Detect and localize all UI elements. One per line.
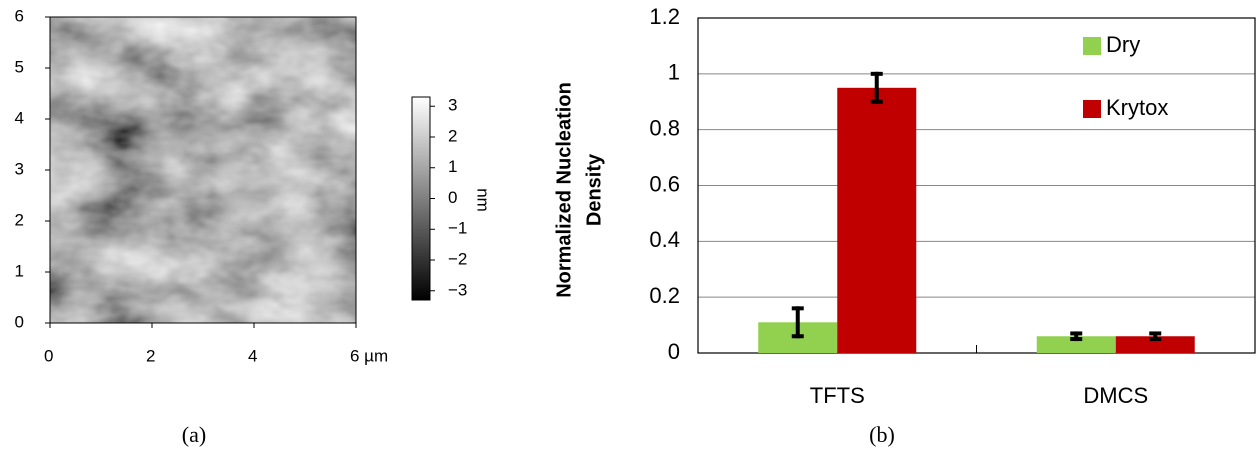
colorbar-tick-label: 0 (448, 188, 457, 207)
y-axis-label: Normalized Nucleation (553, 82, 575, 298)
colorbar-label: nm (474, 188, 493, 212)
x-tick-label: 2 (146, 346, 155, 365)
colorbar-tick-label: −3 (448, 280, 467, 299)
bar (837, 88, 916, 353)
y-tick-label: 0.8 (649, 115, 680, 140)
figure: 0 2 4 6 µm 0 1 2 3 4 5 6 3 2 1 0 −1 −2 −3 nm (a) 0 0.2 0.4 0.6 0… (0, 0, 1259, 452)
x-tick-label: 0 (44, 346, 53, 365)
caption: (b) (869, 422, 895, 447)
colorbar-tick-label: −1 (448, 219, 467, 238)
y-tick-label: 0.2 (649, 283, 680, 308)
y-tick-label: 1 (15, 261, 24, 280)
y-tick-label: 0.6 (649, 171, 680, 196)
y-tick-label: 0 (668, 339, 680, 364)
x-tick-label: 4 (248, 346, 257, 365)
y-axis-label: Density (583, 153, 605, 226)
colorbar-tick-label: 2 (448, 126, 457, 145)
x-tick-label: DMCS (1083, 383, 1148, 408)
colorbar-tick-label: 1 (448, 157, 457, 176)
y-tick-label: 1.2 (649, 4, 680, 29)
colorbar-tick-label: −2 (448, 249, 467, 268)
afm-image (50, 17, 356, 323)
y-tick-label: 0 (15, 312, 24, 331)
legend-label: Dry (1106, 32, 1140, 57)
y-tick-label: 4 (15, 108, 24, 127)
y-tick-label: 2 (15, 210, 24, 229)
y-tick-label: 6 (15, 6, 24, 25)
legend-label: Krytox (1106, 95, 1168, 120)
legend-swatch (1083, 100, 1101, 118)
y-tick-label: 5 (15, 57, 24, 76)
colorbar (412, 97, 430, 300)
y-tick-label: 3 (15, 159, 24, 178)
y-tick-label: 1 (668, 60, 680, 85)
colorbar-tick-label: 3 (448, 96, 457, 115)
legend-swatch (1083, 37, 1101, 55)
caption: (a) (182, 422, 206, 447)
x-tick-label: 6 µm (350, 346, 388, 365)
x-tick-label: TFTS (810, 383, 865, 408)
y-tick-label: 0.4 (649, 227, 680, 252)
